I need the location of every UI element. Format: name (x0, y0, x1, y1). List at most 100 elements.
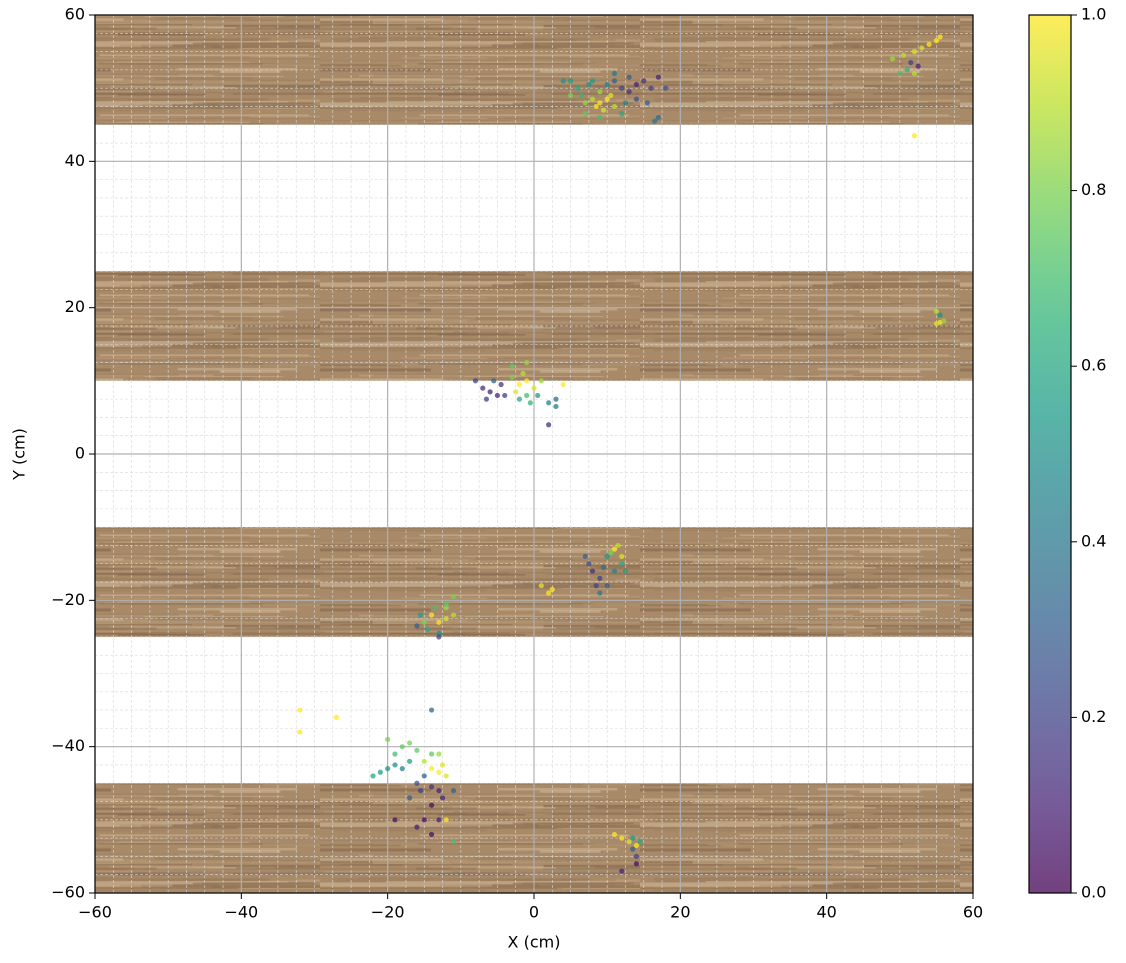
colorbar-tick-label: 0.0 (1081, 883, 1106, 902)
point (399, 744, 405, 750)
point (626, 839, 632, 845)
point (900, 52, 907, 58)
point (593, 103, 599, 110)
point (604, 81, 610, 88)
point (553, 396, 559, 402)
point (889, 56, 896, 62)
point (546, 422, 552, 428)
point (487, 389, 493, 395)
point (436, 751, 442, 757)
colorbar-tick-label: 0.4 (1081, 531, 1106, 550)
point (619, 835, 625, 841)
point (630, 835, 636, 841)
point (428, 831, 435, 838)
point (633, 861, 640, 867)
point (392, 751, 398, 757)
point (582, 553, 588, 560)
point (450, 612, 457, 618)
point (622, 568, 629, 574)
point (450, 594, 457, 600)
point (443, 605, 449, 611)
point (941, 318, 947, 324)
point (933, 38, 940, 44)
point (611, 568, 618, 574)
point (582, 100, 588, 106)
point (480, 385, 486, 391)
point (586, 81, 592, 88)
point (611, 78, 618, 84)
point (421, 817, 427, 823)
point (443, 817, 449, 823)
point (414, 824, 420, 830)
point (608, 92, 614, 99)
point (428, 802, 435, 808)
point (414, 780, 420, 786)
point (633, 81, 640, 88)
colorbar-tick-label: 0.2 (1081, 707, 1106, 726)
point (663, 85, 669, 91)
x-tick-label: 0 (529, 903, 539, 922)
x-tick-label: −60 (78, 903, 112, 922)
colorbar-tick-label: 0.8 (1081, 180, 1106, 199)
point (648, 85, 654, 91)
point (524, 378, 530, 384)
point (414, 747, 420, 753)
point (911, 133, 918, 139)
point (297, 729, 303, 735)
point (392, 762, 398, 768)
point (527, 400, 533, 406)
point (567, 92, 574, 99)
colorbar-tick-label: 0.6 (1081, 356, 1106, 375)
point (472, 378, 479, 384)
point (600, 107, 607, 113)
x-tick-label: 20 (670, 903, 690, 922)
point (417, 787, 424, 794)
point (582, 111, 588, 117)
y-tick-label: −20 (51, 590, 85, 609)
point (630, 846, 636, 852)
point (546, 590, 552, 596)
point (622, 100, 629, 106)
point (370, 773, 376, 779)
point (589, 78, 596, 84)
point (633, 853, 640, 860)
point (439, 795, 446, 801)
colorbar-tick-label: 1.0 (1081, 5, 1106, 24)
point (937, 312, 943, 318)
point (560, 78, 566, 84)
colorbar-frame (1028, 14, 1072, 894)
point (407, 758, 413, 764)
point (520, 370, 526, 377)
point (399, 766, 405, 772)
point (421, 758, 427, 764)
point (641, 78, 647, 84)
point (491, 378, 497, 384)
point (538, 583, 544, 589)
plot-frame (94, 14, 974, 894)
point (897, 70, 903, 77)
point (443, 601, 449, 607)
point (904, 67, 910, 73)
point (498, 381, 504, 388)
point (436, 634, 442, 640)
point (655, 74, 661, 80)
point (407, 795, 413, 801)
point (385, 736, 391, 742)
y-tick-label: 20 (65, 297, 85, 316)
point (637, 839, 643, 845)
point (655, 114, 661, 121)
point (428, 612, 435, 618)
point (502, 392, 508, 399)
point (589, 568, 596, 574)
point (436, 619, 442, 625)
point (604, 553, 610, 560)
point (509, 363, 515, 369)
point (611, 103, 618, 110)
point (604, 96, 610, 102)
point (933, 308, 940, 314)
x-axis-label: X (cm) (508, 933, 561, 952)
point (553, 403, 559, 410)
point (436, 769, 442, 775)
point (385, 766, 391, 772)
